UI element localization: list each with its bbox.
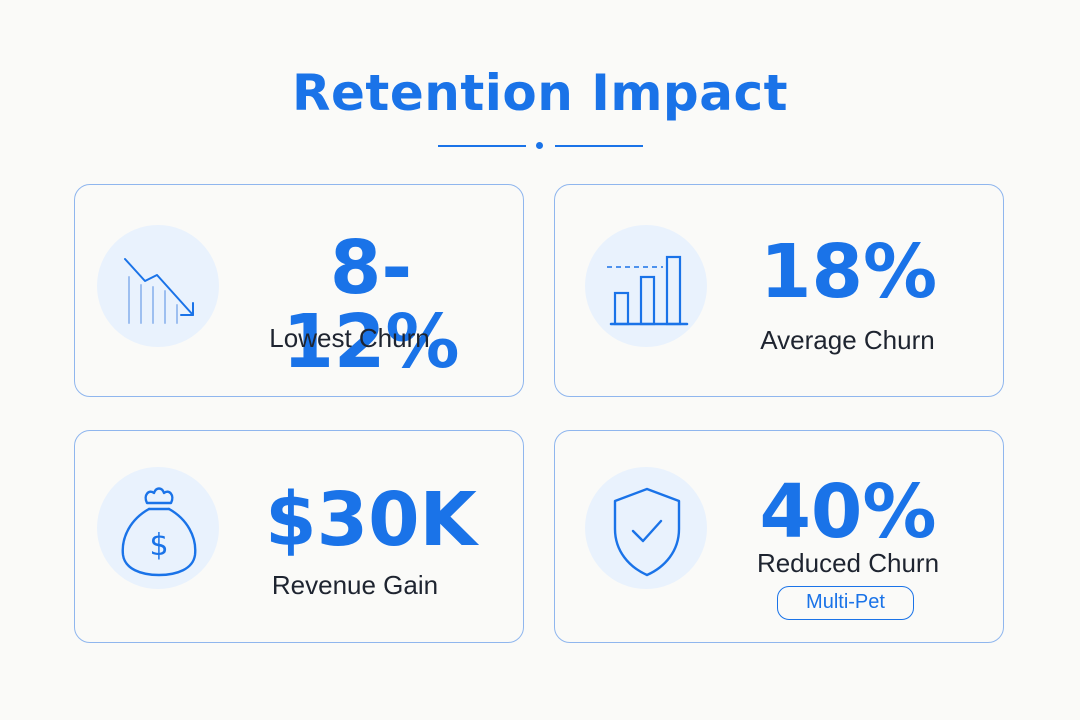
svg-text:$: $ bbox=[149, 528, 168, 563]
money-bag-icon: $ bbox=[97, 467, 219, 589]
stat-label: Reduced Churn bbox=[756, 548, 940, 578]
page-title: Retention Impact bbox=[292, 64, 788, 122]
stat-label: Lowest Churn bbox=[269, 323, 430, 353]
stat-value: $30K bbox=[265, 477, 477, 563]
stat-card-revenue-gain: $ $30K Revenue Gain bbox=[74, 430, 524, 643]
stat-card-reduced-churn: 40% Reduced Churn Multi-Pet bbox=[554, 430, 1004, 643]
stat-label: Revenue Gain bbox=[271, 570, 439, 600]
multi-pet-badge: Multi-Pet bbox=[777, 586, 914, 620]
stat-value: 8-12% bbox=[282, 225, 460, 385]
shield-check-icon bbox=[585, 467, 707, 589]
title-divider bbox=[438, 140, 643, 152]
stat-card-average-churn: 18% Average Churn bbox=[554, 184, 1004, 397]
stat-label: Average Churn bbox=[760, 325, 935, 355]
trend-down-icon bbox=[97, 225, 219, 347]
stat-value: 18% bbox=[760, 229, 938, 315]
stat-card-lowest-churn: 8-12% Lowest Churn bbox=[74, 184, 524, 397]
bar-chart-icon bbox=[585, 225, 707, 347]
stat-value: 40% bbox=[759, 469, 937, 555]
